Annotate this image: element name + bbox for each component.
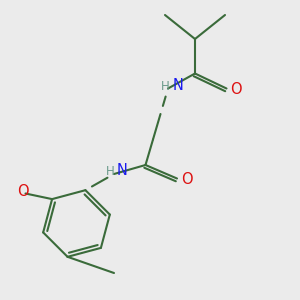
Text: H: H — [161, 80, 170, 94]
Text: N: N — [172, 78, 183, 93]
Text: O: O — [17, 184, 29, 200]
Text: O: O — [230, 82, 242, 98]
Text: N: N — [117, 163, 128, 178]
Text: O: O — [181, 172, 192, 188]
Text: H: H — [106, 165, 115, 178]
